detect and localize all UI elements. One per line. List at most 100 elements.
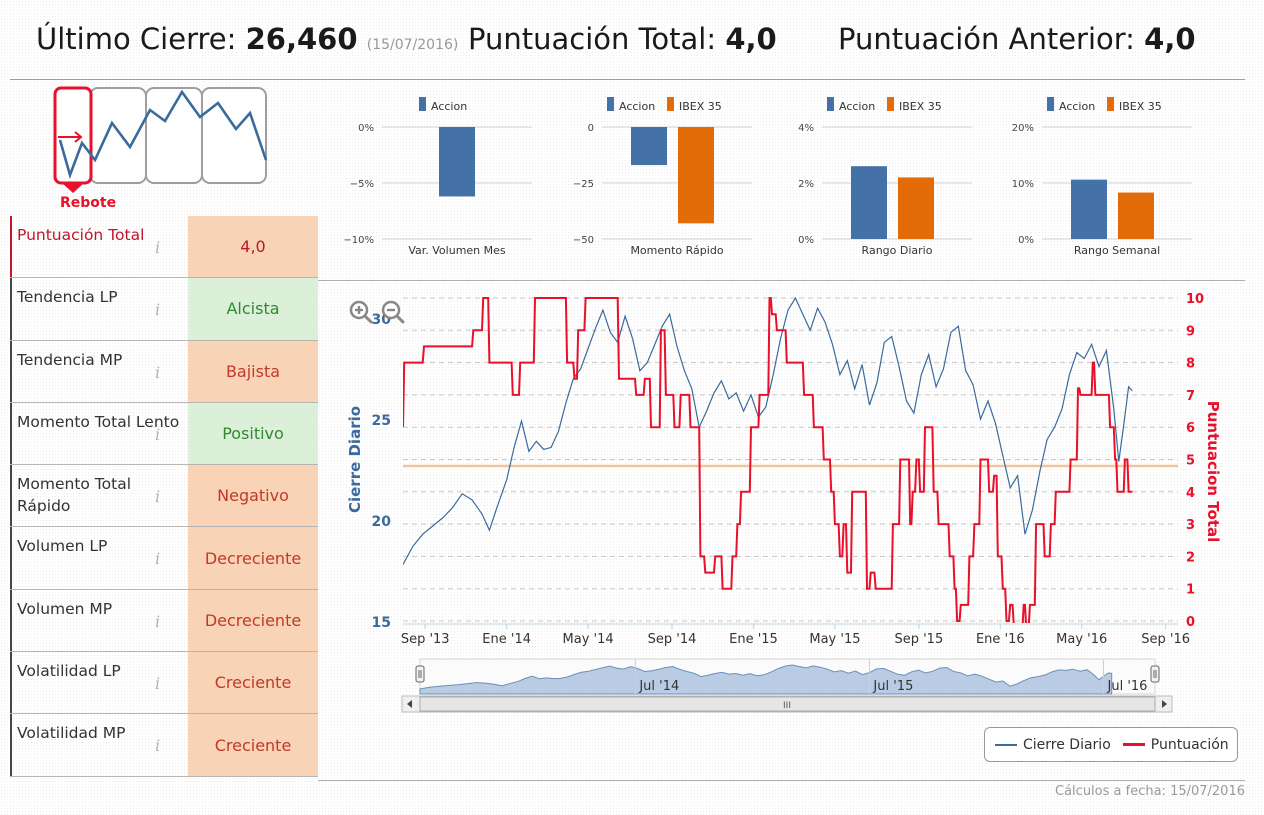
row-value: Positivo xyxy=(188,402,318,465)
scroll-right-icon xyxy=(1162,700,1167,708)
score-row: Volatilidad LP i Creciente xyxy=(10,652,318,715)
legend-swatch xyxy=(667,97,674,111)
y-tick-label: 10% xyxy=(1012,179,1034,190)
bar-chart-2: Accion IBEX 35 0 −25 −50 Momento Rápido xyxy=(573,97,752,257)
last-close-label: Último Cierre: xyxy=(36,22,237,56)
y-tick-label: 2% xyxy=(798,179,814,190)
bar xyxy=(631,127,667,166)
logo-line xyxy=(58,89,268,180)
right-axis-title: Puntuacion Total xyxy=(1204,401,1222,543)
info-icon[interactable]: i xyxy=(155,238,161,257)
right-tick-label: 2 xyxy=(1186,550,1195,565)
series-cierre-diario xyxy=(403,296,1133,565)
row-value: 4,0 xyxy=(188,216,318,278)
right-tick-label: 6 xyxy=(1186,421,1195,436)
y-tick-label: −5% xyxy=(350,179,374,190)
logo-caption: Rebote xyxy=(60,195,116,211)
row-label: Volatilidad MP xyxy=(10,714,188,776)
row-value: Bajista xyxy=(188,340,318,402)
bottom-divider xyxy=(318,780,1245,781)
info-icon[interactable]: i xyxy=(155,487,161,507)
info-icon[interactable]: i xyxy=(155,424,161,444)
x-tick-label: Ene '16 xyxy=(976,632,1025,647)
legend-item-score[interactable]: Puntuación xyxy=(1122,737,1229,753)
right-tick-label: 10 xyxy=(1186,292,1204,307)
legend-price-label: Cierre Diario xyxy=(1023,736,1111,753)
y-tick-label: 0 xyxy=(588,123,594,134)
y-tick-label: 0% xyxy=(798,235,814,246)
row-label: Puntuación Total xyxy=(10,216,188,278)
bar xyxy=(898,177,934,239)
y-tick-label: −25 xyxy=(573,179,594,190)
legend-swatch xyxy=(827,97,834,111)
row-value: Creciente xyxy=(188,714,318,776)
x-tick-label: Ene '15 xyxy=(729,632,778,647)
x-axis-label: Var. Volumen Mes xyxy=(408,244,506,257)
left-tick-label: 25 xyxy=(372,413,391,429)
scroll-left-icon xyxy=(407,700,412,708)
row-value: Decreciente xyxy=(188,527,318,589)
info-icon[interactable]: i xyxy=(155,300,161,320)
row-label: Tendencia LP xyxy=(10,278,188,340)
chart-legend: Cierre Diario Puntuación xyxy=(984,727,1238,762)
total-score-value: 4,0 xyxy=(725,22,777,56)
navigator-right-handle xyxy=(1150,665,1160,683)
info-icon[interactable]: i xyxy=(155,362,161,382)
legend-item-price[interactable]: Cierre Diario xyxy=(995,737,1111,753)
row-label: Tendencia MP xyxy=(10,340,188,402)
bar-chart-1: Accion 0% −5% −10% Var. Volumen Mes xyxy=(343,97,532,257)
x-tick-label: Sep '16 xyxy=(1141,632,1190,647)
bar xyxy=(678,127,714,224)
score-row: Puntuación Total i 4,0 xyxy=(10,216,318,279)
last-close-value: 26,460 xyxy=(245,22,358,56)
navigator-left-handle xyxy=(415,665,425,683)
bar xyxy=(851,166,887,239)
x-tick-label: Sep '15 xyxy=(894,632,943,647)
bar-chart-4: Accion IBEX 35 20% 10% 0% Rango Semanal xyxy=(1012,97,1192,257)
score-row: Volumen MP i Decreciente xyxy=(10,589,318,653)
row-label: Volumen LP xyxy=(10,527,188,589)
row-value: Alcista xyxy=(188,278,318,340)
section-divider xyxy=(318,280,1245,281)
x-tick-label: May '16 xyxy=(1056,632,1107,647)
zoom-in-icon[interactable] xyxy=(349,300,373,324)
navigator-area xyxy=(419,664,1113,695)
row-value: Creciente xyxy=(188,652,318,714)
score-row: Momento Total Lento i Positivo xyxy=(10,402,318,466)
x-axis-label: Rango Semanal xyxy=(1074,244,1160,257)
bar xyxy=(1118,192,1154,239)
y-tick-label: 4% xyxy=(798,123,814,134)
left-tick-label: 20 xyxy=(372,514,392,530)
legend-label: Accion xyxy=(431,100,467,113)
legend-label: Accion xyxy=(619,100,655,113)
score-rows: Puntuación Total i 4,0 Tendencia LP i Alcista… xyxy=(10,216,318,777)
x-tick-label: May '15 xyxy=(809,632,860,647)
total-score-label: Puntuación Total: xyxy=(468,22,717,56)
info-icon[interactable]: i xyxy=(155,549,161,569)
series-puntuacion xyxy=(403,297,1133,623)
row-label: Momento Total Lento xyxy=(10,402,188,465)
legend-score-swatch xyxy=(1122,743,1145,746)
row-label: Volumen MP xyxy=(10,589,188,652)
score-row: Momento Total Rápido i Negativo xyxy=(10,465,318,528)
navigator-label: Jul '15 xyxy=(872,679,913,694)
legend-label: Accion xyxy=(839,100,875,113)
score-row: Tendencia MP i Bajista xyxy=(10,340,318,403)
score-row: Tendencia LP i Alcista xyxy=(10,278,318,341)
info-icon[interactable]: i xyxy=(155,611,161,631)
calc-date-footer: Cálculos a fecha: 15/07/2016 xyxy=(1055,784,1245,799)
info-icon[interactable]: i xyxy=(155,674,161,694)
range-navigator[interactable]: Jul '14 Jul '15 Jul '16 III xyxy=(400,656,1175,716)
x-tick-label: Sep '14 xyxy=(648,632,697,647)
legend-swatch xyxy=(607,97,614,111)
x-tick-label: May '14 xyxy=(563,632,614,647)
row-label: Volatilidad LP xyxy=(10,652,188,714)
scrollbar-thumb xyxy=(419,696,1156,712)
right-tick-label: 3 xyxy=(1186,518,1195,533)
summary-header: Último Cierre: 26,460 (15/07/2016) Puntu… xyxy=(10,0,1245,80)
info-icon[interactable]: i xyxy=(155,736,161,756)
x-tick-label: Ene '14 xyxy=(482,632,531,647)
zoom-out-icon[interactable] xyxy=(381,300,405,324)
legend-swatch xyxy=(419,97,426,111)
